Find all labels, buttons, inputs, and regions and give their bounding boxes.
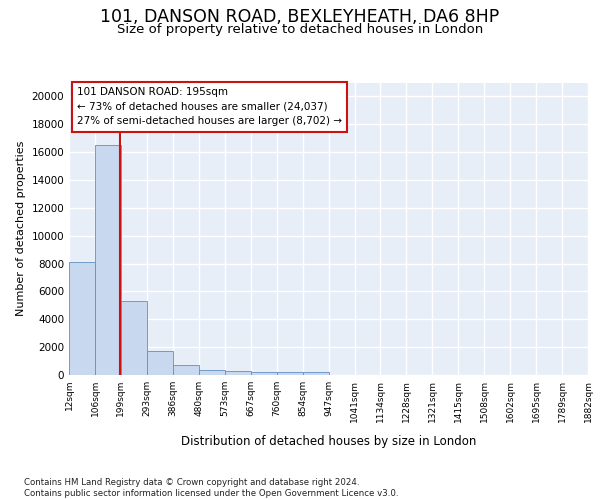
Bar bbox=[302, 372, 329, 375]
Bar bbox=[121, 301, 147, 375]
Text: Distribution of detached houses by size in London: Distribution of detached houses by size … bbox=[181, 435, 476, 448]
Text: 101, DANSON ROAD, BEXLEYHEATH, DA6 8HP: 101, DANSON ROAD, BEXLEYHEATH, DA6 8HP bbox=[100, 8, 500, 26]
Bar bbox=[251, 372, 277, 375]
Bar bbox=[173, 365, 199, 375]
Bar bbox=[95, 145, 121, 375]
Bar bbox=[224, 371, 251, 375]
Text: 101 DANSON ROAD: 195sqm
← 73% of detached houses are smaller (24,037)
27% of sem: 101 DANSON ROAD: 195sqm ← 73% of detache… bbox=[77, 87, 342, 126]
Bar bbox=[147, 350, 173, 375]
Bar bbox=[69, 262, 95, 375]
Text: Size of property relative to detached houses in London: Size of property relative to detached ho… bbox=[117, 22, 483, 36]
Text: Contains HM Land Registry data © Crown copyright and database right 2024.
Contai: Contains HM Land Registry data © Crown c… bbox=[24, 478, 398, 498]
Y-axis label: Number of detached properties: Number of detached properties bbox=[16, 141, 26, 316]
Bar bbox=[199, 370, 224, 375]
Bar bbox=[277, 372, 302, 375]
